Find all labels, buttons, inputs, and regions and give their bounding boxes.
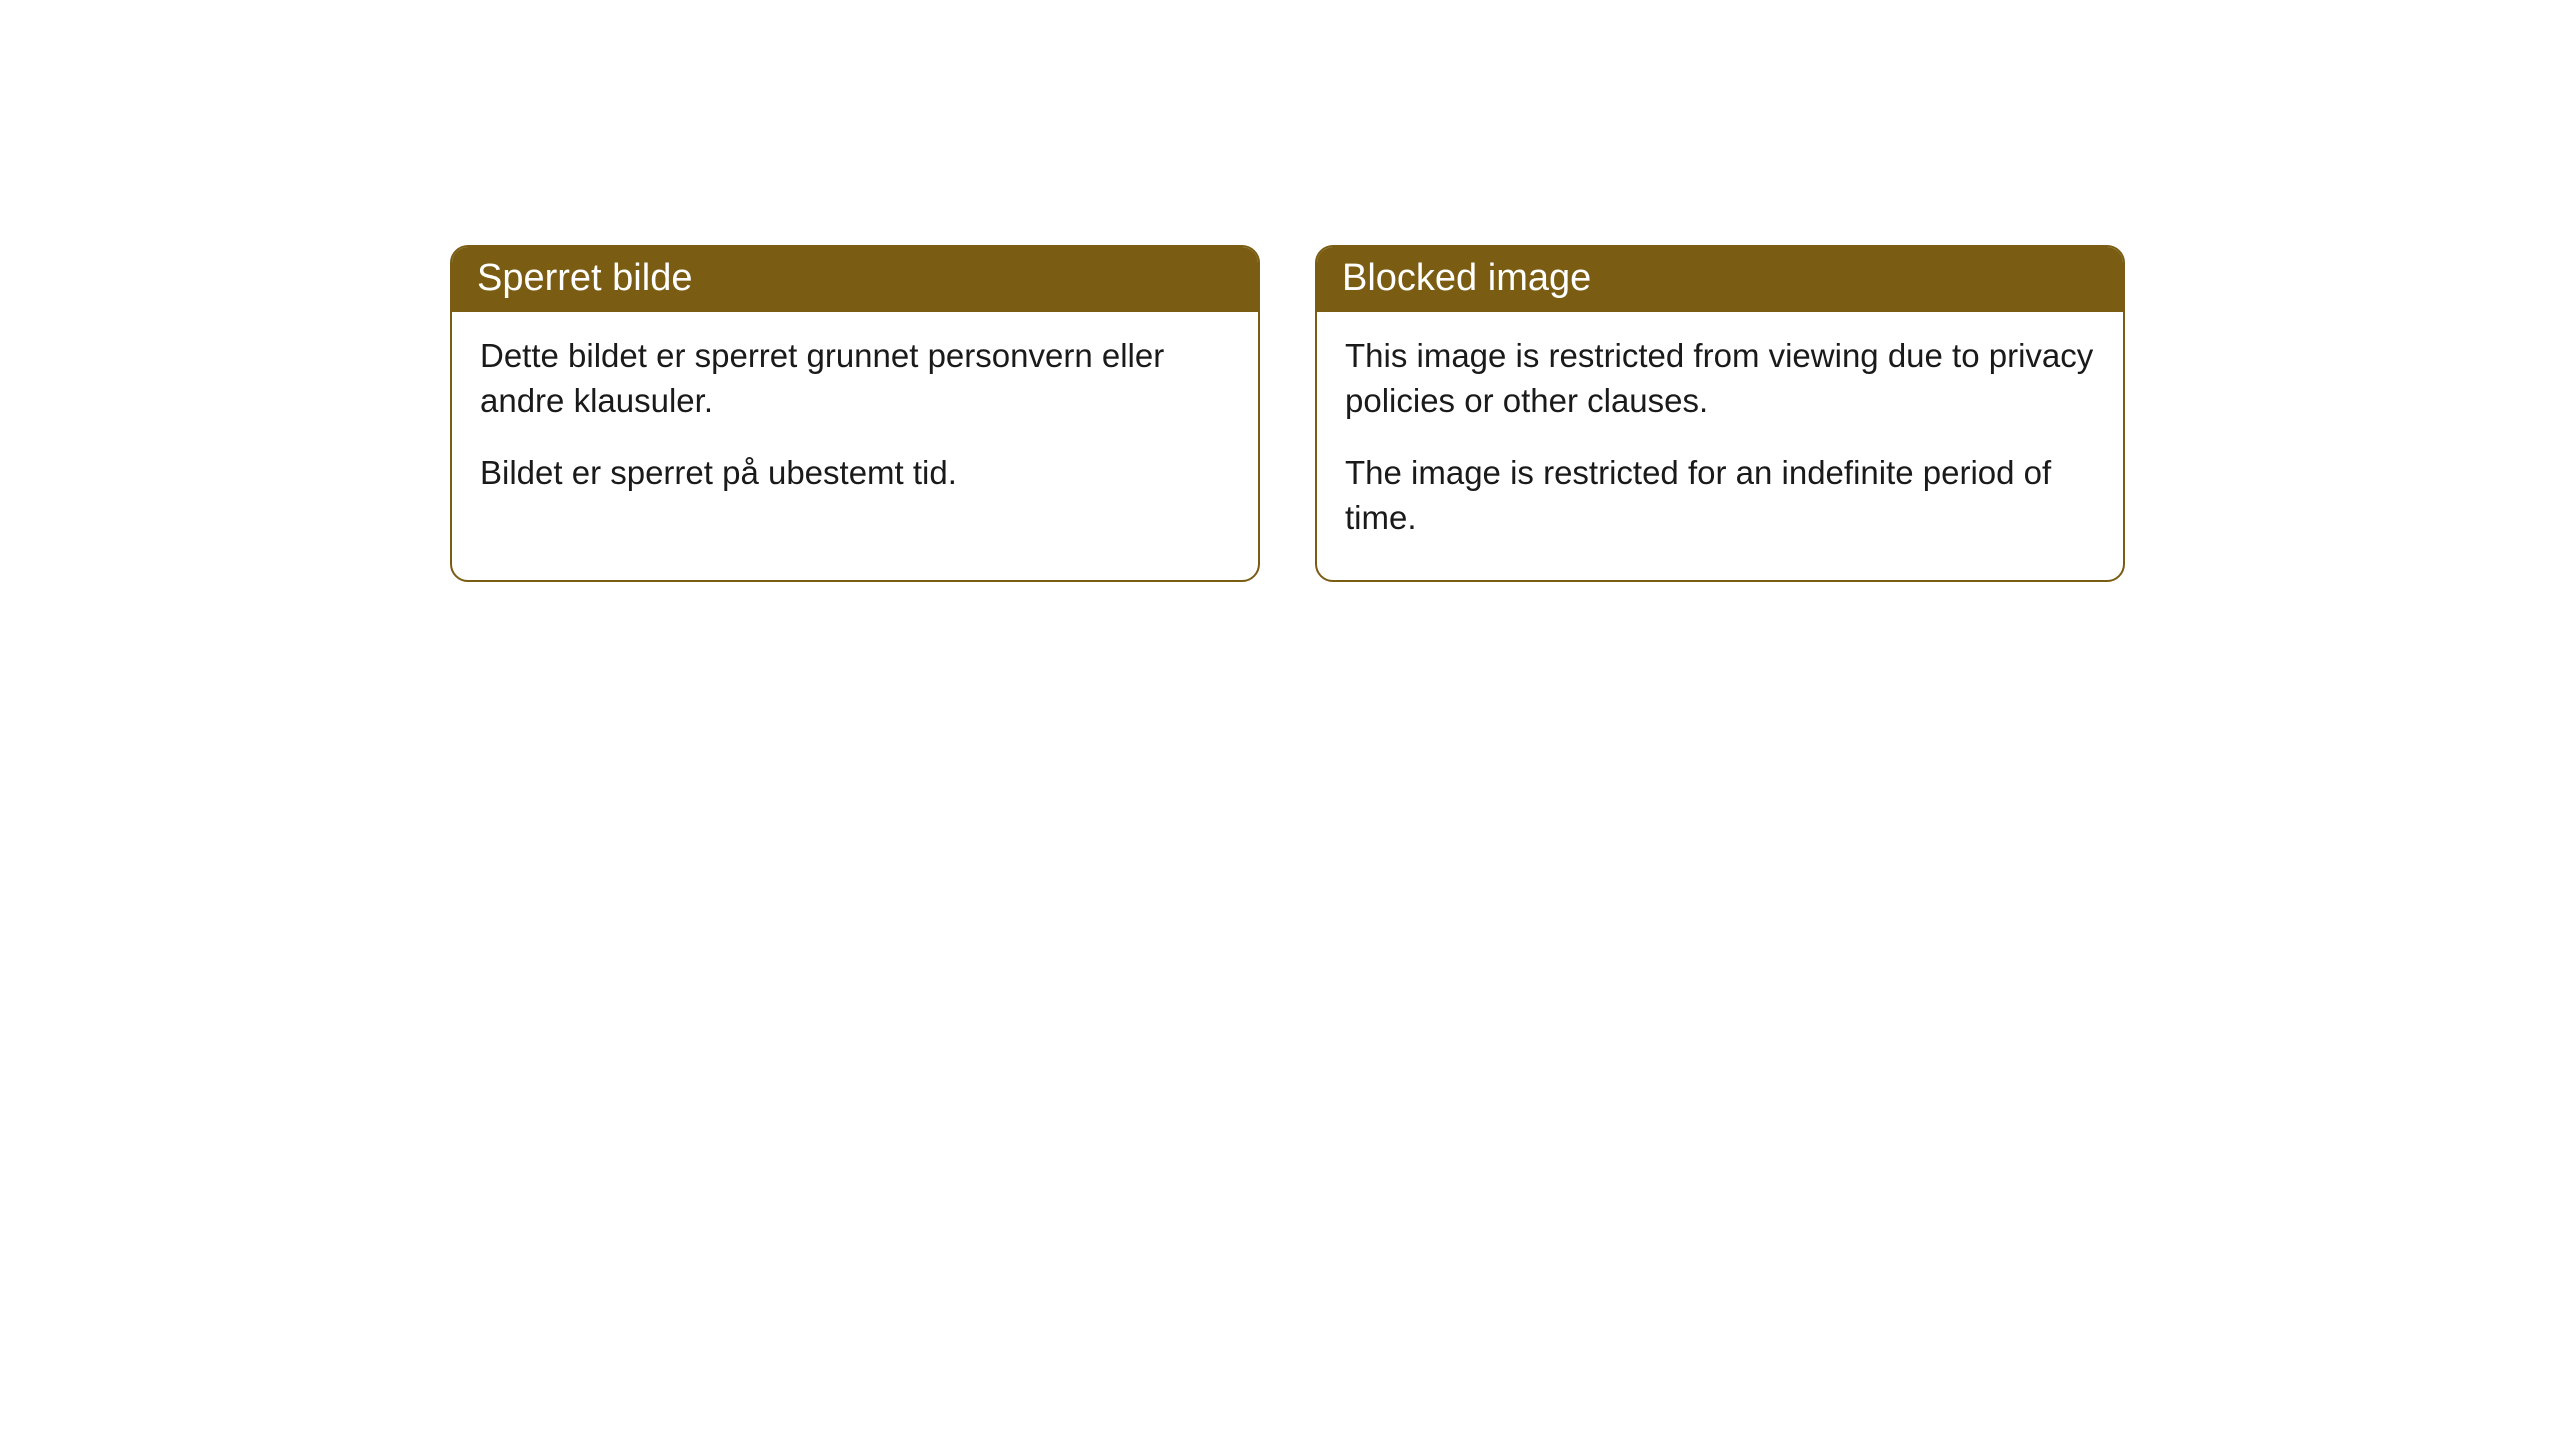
card-header: Sperret bilde [452,247,1258,312]
card-body: Dette bildet er sperret grunnet personve… [452,312,1258,536]
card-paragraph: Bildet er sperret på ubestemt tid. [480,451,1230,496]
card-title: Sperret bilde [477,257,692,299]
card-paragraph: Dette bildet er sperret grunnet personve… [480,334,1230,423]
card-paragraph: The image is restricted for an indefinit… [1345,451,2095,540]
notice-container: Sperret bilde Dette bildet er sperret gr… [0,0,2560,582]
card-body: This image is restricted from viewing du… [1317,312,2123,580]
card-title: Blocked image [1342,257,1591,299]
notice-card-english: Blocked image This image is restricted f… [1315,245,2125,582]
notice-card-norwegian: Sperret bilde Dette bildet er sperret gr… [450,245,1260,582]
card-header: Blocked image [1317,247,2123,312]
card-paragraph: This image is restricted from viewing du… [1345,334,2095,423]
